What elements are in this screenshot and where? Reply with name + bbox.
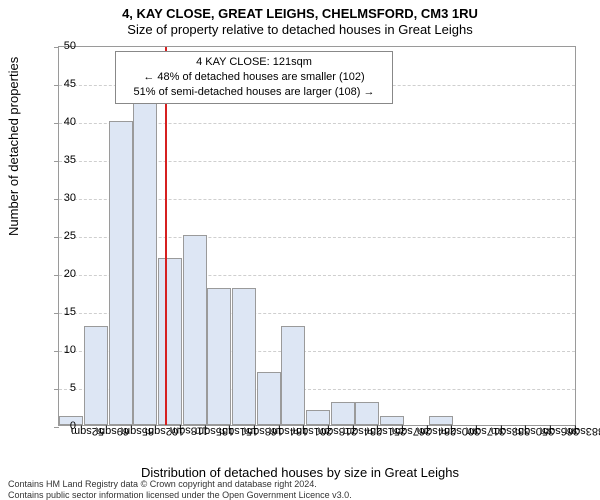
- footer-line-1: Contains HM Land Registry data © Crown c…: [8, 479, 352, 489]
- y-tick-label: 10: [46, 344, 76, 356]
- footer-line-2: Contains public sector information licen…: [8, 490, 352, 500]
- histogram-bar: [380, 416, 404, 425]
- histogram-bar: [183, 235, 207, 425]
- y-tick-label: 40: [46, 116, 76, 128]
- y-tick-label: 25: [46, 230, 76, 242]
- chart-title: 4, KAY CLOSE, GREAT LEIGHS, CHELMSFORD, …: [0, 0, 600, 21]
- histogram-bar: [355, 402, 379, 425]
- chart-subtitle: Size of property relative to detached ho…: [0, 21, 600, 37]
- histogram-bar: [133, 83, 157, 425]
- y-tick-label: 20: [46, 268, 76, 280]
- annotation-line: 51% of semi-detached houses are larger (…: [122, 85, 386, 100]
- y-tick-label: 0: [46, 420, 76, 432]
- histogram-bar: [331, 402, 355, 425]
- marker-line: [165, 47, 167, 425]
- histogram-bar: [306, 410, 330, 425]
- histogram-bar: [207, 288, 231, 425]
- histogram-bar: [257, 372, 281, 425]
- x-axis-label: Distribution of detached houses by size …: [0, 465, 600, 480]
- plot-area: 52sqm69sqm85sqm102sqm118sqm135sqm151sqm1…: [58, 46, 576, 426]
- histogram-bar: [109, 121, 133, 425]
- histogram-bar: [232, 288, 256, 425]
- annotation-line: 4 KAY CLOSE: 121sqm: [122, 55, 386, 70]
- y-tick-label: 45: [46, 78, 76, 90]
- y-axis-label: Number of detached properties: [6, 57, 21, 236]
- y-tick-label: 50: [46, 40, 76, 52]
- histogram-bar: [158, 258, 182, 425]
- annotation-line: ← 48% of detached houses are smaller (10…: [122, 70, 386, 85]
- plot-wrap: 52sqm69sqm85sqm102sqm118sqm135sqm151sqm1…: [58, 46, 576, 426]
- histogram-bar: [429, 416, 453, 425]
- y-tick-label: 35: [46, 154, 76, 166]
- y-tick-label: 5: [46, 382, 76, 394]
- chart-container: 4, KAY CLOSE, GREAT LEIGHS, CHELMSFORD, …: [0, 0, 600, 500]
- y-tick-label: 30: [46, 192, 76, 204]
- histogram-bar: [281, 326, 305, 425]
- footer-attribution: Contains HM Land Registry data © Crown c…: [8, 479, 352, 500]
- annotation-box: 4 KAY CLOSE: 121sqm← 48% of detached hou…: [115, 51, 393, 104]
- histogram-bar: [84, 326, 108, 425]
- y-tick-label: 15: [46, 306, 76, 318]
